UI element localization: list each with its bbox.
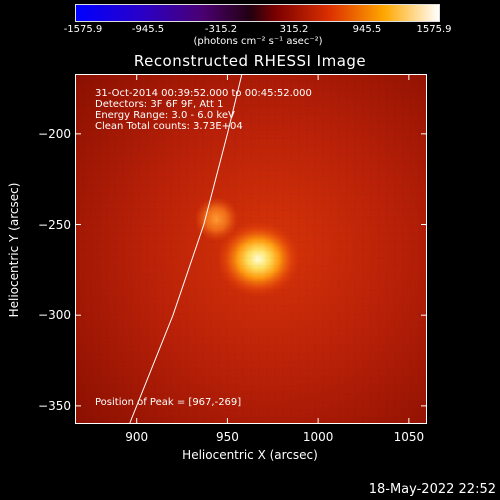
y-tick-label: −300 xyxy=(38,308,71,323)
y-tick-label: −250 xyxy=(38,217,71,232)
colorbar xyxy=(75,4,440,22)
y-tick-label: −350 xyxy=(38,398,71,413)
chart-title: Reconstructed RHESSI Image xyxy=(133,52,367,70)
timestamp: 18-May-2022 22:52 xyxy=(368,482,496,497)
x-axis-label: Heliocentric X (arcsec) xyxy=(182,448,318,462)
x-tick-label: 900 xyxy=(125,430,149,444)
x-tick-label: 1050 xyxy=(393,430,425,444)
colorbar-tick-label: 315.2 xyxy=(279,24,309,35)
colorbar-tick-label: -1575.9 xyxy=(63,24,103,35)
colorbar-tick-label: 945.5 xyxy=(352,24,382,35)
plot-area: 31-Oct-2014 00:39:52.000 to 00:45:52.000… xyxy=(75,74,427,424)
colorbar-tick-label: 1575.9 xyxy=(416,24,452,35)
peak-position-text: Position of Peak = [967,-269] xyxy=(95,397,242,408)
clean-counts-text: Clean Total counts: 3.73E+04 xyxy=(95,121,243,132)
y-axis-label: Heliocentric Y (arcsec) xyxy=(7,182,21,318)
energy-range-text: Energy Range: 3.0 - 6.0 keV xyxy=(95,110,235,121)
colorbar-tick-label: -945.5 xyxy=(131,24,165,35)
x-tick-label: 1000 xyxy=(302,430,334,444)
heatmap-image xyxy=(75,74,427,424)
x-tick-label: 950 xyxy=(215,430,239,444)
colorbar-tick-label: -315.2 xyxy=(204,24,238,35)
y-tick-label: −200 xyxy=(38,126,71,141)
colorbar-units: (photons cm⁻² s⁻¹ asec⁻²) xyxy=(193,36,323,47)
solar-limb-line xyxy=(128,74,243,424)
plot-frame xyxy=(75,74,427,424)
pixel-grid-texture xyxy=(75,74,427,424)
detectors-text: Detectors: 3F 6F 9F, Att 1 xyxy=(95,99,224,110)
time-range-text: 31-Oct-2014 00:39:52.000 to 00:45:52.000 xyxy=(95,88,312,99)
image-info: 31-Oct-2014 00:39:52.000 to 00:45:52.000… xyxy=(95,88,312,132)
colorbar-gradient xyxy=(75,4,440,22)
